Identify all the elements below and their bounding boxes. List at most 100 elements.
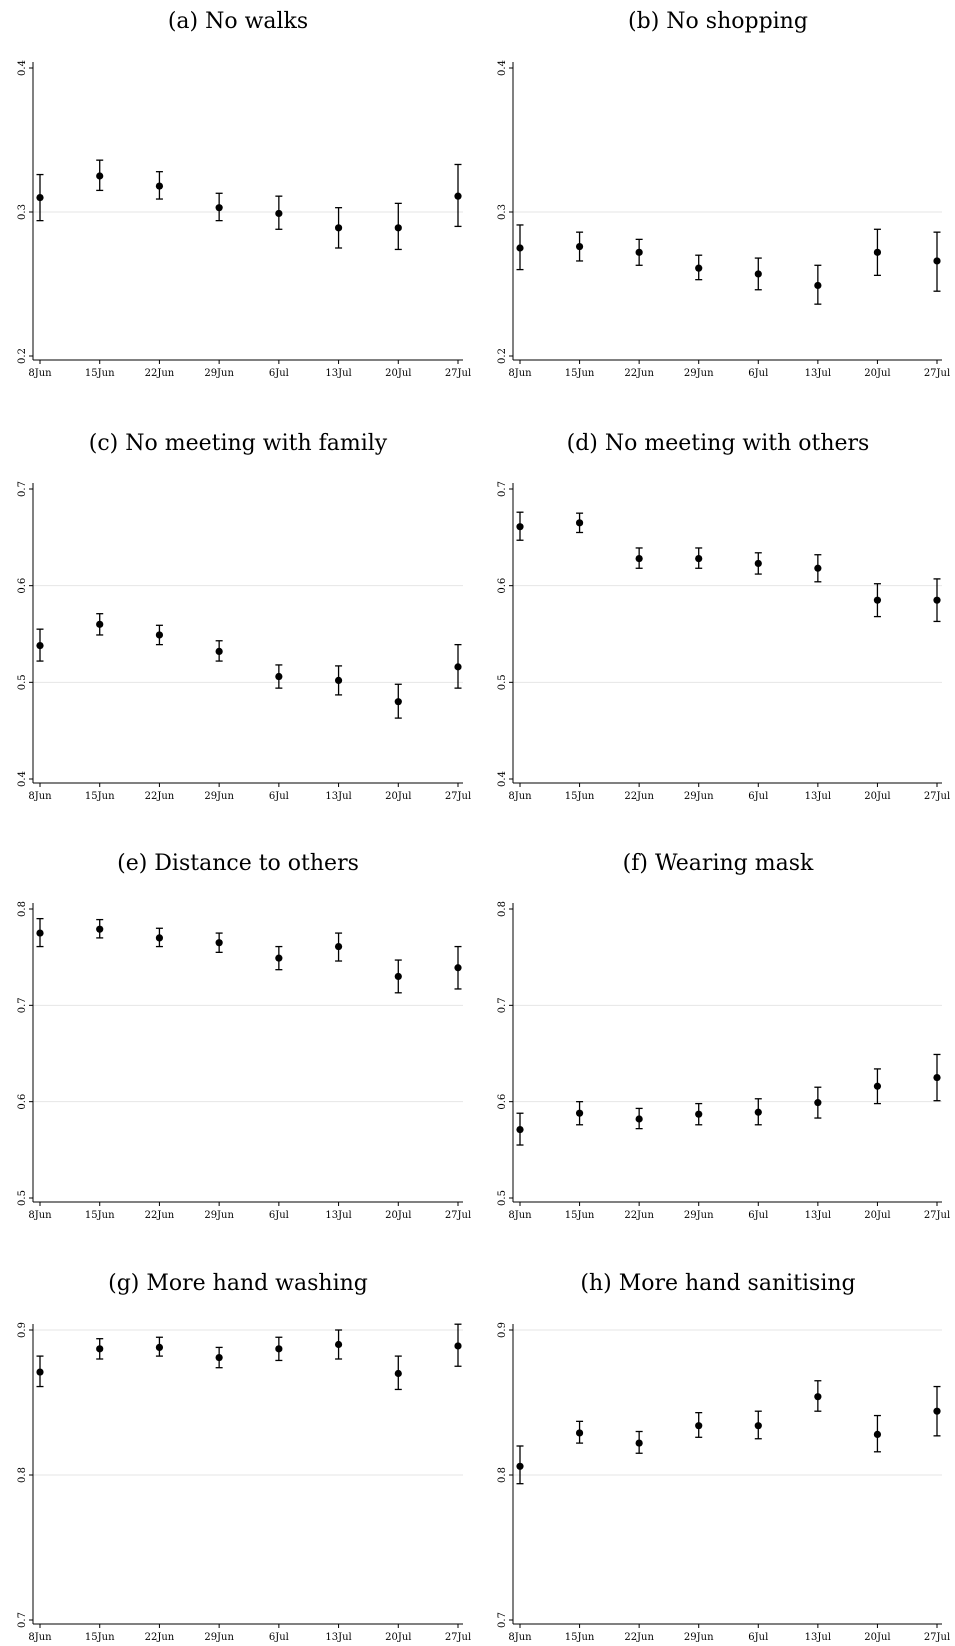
y-tick-label: 0.5 <box>17 674 28 690</box>
chart-panel-3: (c) No meeting with family 0.4 0.5 0.6 0.7 8J… <box>17 431 471 802</box>
data-point <box>754 559 762 568</box>
x-tick-label: 13Jul <box>325 1632 351 1643</box>
y-tick-label: 0.5 <box>497 1190 508 1206</box>
data-point <box>575 1109 584 1117</box>
data-point <box>394 224 402 232</box>
data-point <box>516 244 524 252</box>
y-tick-label: 0.2 <box>17 348 28 364</box>
x-tick-label: 13Jul <box>805 1210 831 1221</box>
x-tick-label: 20Jul <box>385 1632 411 1643</box>
data-point <box>575 1429 584 1437</box>
x-tick-label: 27Jul <box>924 1210 950 1221</box>
x-tick-label: 8Jun <box>28 1632 52 1643</box>
x-tick-label: 15Jun <box>565 368 595 379</box>
x-tick-label: 20Jul <box>385 791 411 802</box>
x-tick-label: 13Jul <box>325 368 351 379</box>
x-tick-label: 29Jun <box>684 791 714 802</box>
x-tick-label: 15Jun <box>565 1210 595 1221</box>
data-point <box>275 209 283 218</box>
x-tick-label: 22Jun <box>624 1210 654 1221</box>
x-tick-label: 27Jul <box>924 1632 950 1643</box>
x-tick-label: 6Jul <box>748 368 768 379</box>
x-tick-label: 29Jun <box>204 368 234 379</box>
y-tick-label: 0.8 <box>17 901 28 917</box>
data-point <box>516 1462 524 1470</box>
chart-panel-6: (f) Wearing mask 0.5 0.6 0.7 0.8 8Jun 15Jun 22J… <box>497 851 950 1221</box>
data-point <box>575 519 584 527</box>
y-tick-label: 0.4 <box>17 771 28 787</box>
y-tick-label: 0.5 <box>17 1190 28 1206</box>
data-point <box>36 929 44 937</box>
x-tick-label: 22Jun <box>145 1210 175 1221</box>
x-tick-label: 6Jul <box>269 1210 289 1221</box>
x-tick-label: 13Jul <box>325 791 351 802</box>
data-point <box>394 972 402 981</box>
y-tick-label: 0.3 <box>497 204 508 220</box>
y-tick-label: 0.7 <box>17 1612 28 1628</box>
x-tick-label: 13Jul <box>805 791 831 802</box>
y-tick-label: 0.8 <box>497 901 508 917</box>
x-tick-label: 15Jun <box>85 1210 115 1221</box>
data-point <box>933 1407 941 1415</box>
data-point <box>814 1393 822 1401</box>
x-tick-label: 15Jun <box>565 791 595 802</box>
data-point <box>873 1430 882 1438</box>
y-tick-label: 0.7 <box>497 997 508 1013</box>
x-tick-label: 8Jun <box>508 791 532 802</box>
data-point <box>215 204 223 212</box>
panel-title: (c) No meeting with family <box>89 431 388 456</box>
x-tick-label: 27Jul <box>924 791 950 802</box>
y-tick-label: 0.8 <box>17 1467 28 1483</box>
x-tick-label: 20Jul <box>864 1632 890 1643</box>
y-tick-label: 0.7 <box>497 481 508 497</box>
x-tick-label: 22Jun <box>624 1632 654 1643</box>
data-point <box>873 248 882 256</box>
data-point <box>516 523 524 531</box>
data-point <box>334 224 343 232</box>
panel-title: (g) More hand washing <box>108 1271 368 1296</box>
data-point <box>36 194 44 202</box>
x-tick-label: 6Jul <box>269 791 289 802</box>
x-tick-label: 29Jun <box>684 1210 714 1221</box>
x-tick-label: 15Jun <box>85 368 115 379</box>
x-tick-label: 29Jun <box>204 1632 234 1643</box>
x-tick-label: 20Jul <box>864 791 890 802</box>
x-tick-label: 22Jun <box>145 368 175 379</box>
data-point <box>754 1108 762 1116</box>
data-point <box>394 1369 402 1378</box>
x-tick-label: 27Jul <box>924 368 950 379</box>
chart-panel-5: (e) Distance to others 0.5 0.6 0.7 0.8 8Jun 15… <box>17 851 471 1221</box>
data-point <box>275 1345 283 1353</box>
data-point <box>215 647 223 656</box>
chart-panel-8: (h) More hand sanitising 0.7 0.8 0.9 8Jun 15J… <box>497 1271 950 1643</box>
data-point <box>695 264 703 272</box>
data-point <box>933 1073 941 1082</box>
x-tick-label: 22Jun <box>624 368 654 379</box>
data-point <box>275 954 283 962</box>
chart-panel-1: (a) No walks 0.2 0.3 0.4 8Jun 15Jun 22Jun 29Jun… <box>17 9 471 379</box>
y-tick-label: 0.7 <box>17 997 28 1013</box>
data-point <box>635 248 643 256</box>
y-tick-label: 0.5 <box>497 674 508 690</box>
y-tick-label: 0.7 <box>497 1612 508 1628</box>
chart-panel-7: (g) More hand washing 0.7 0.8 0.9 8Jun 15Jun 2… <box>17 1271 471 1643</box>
x-tick-label: 8Jun <box>508 1210 532 1221</box>
y-tick-label: 0.8 <box>497 1467 508 1483</box>
y-tick-label: 0.6 <box>497 1094 508 1110</box>
y-tick-label: 0.7 <box>17 481 28 497</box>
x-tick-label: 13Jul <box>805 1632 831 1643</box>
x-tick-label: 15Jun <box>565 1632 595 1643</box>
data-point <box>334 1340 343 1349</box>
x-tick-label: 6Jul <box>748 791 768 802</box>
data-point <box>155 182 164 190</box>
panel-title: (f) Wearing mask <box>623 851 814 876</box>
data-point <box>96 1345 104 1353</box>
data-point <box>96 620 104 628</box>
data-point <box>635 1115 643 1123</box>
data-point <box>873 596 882 604</box>
x-tick-label: 13Jul <box>805 368 831 379</box>
data-point <box>454 1342 462 1350</box>
x-tick-label: 13Jul <box>325 1210 351 1221</box>
y-tick-label: 0.4 <box>497 771 508 787</box>
